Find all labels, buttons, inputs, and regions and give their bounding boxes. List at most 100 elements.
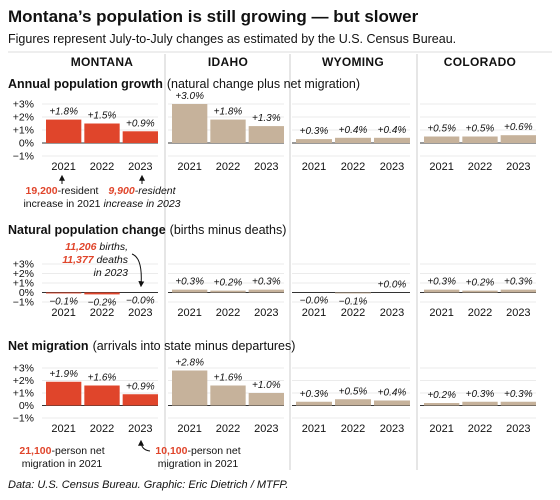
x-tick-label: 2021 xyxy=(177,161,201,173)
row-heading: Natural population change (births minus d… xyxy=(8,223,286,237)
x-tick-label: 2022 xyxy=(341,307,365,319)
value-label: −0.2% xyxy=(88,297,117,308)
column-header: COLORADO xyxy=(444,55,516,69)
value-label: +0.3% xyxy=(252,277,281,288)
annotation-span: 9,900 xyxy=(108,185,134,197)
chart-title: Montana’s population is still growing — … xyxy=(8,7,419,26)
annotation: migration in 2021 xyxy=(158,458,239,470)
value-label: +0.4% xyxy=(378,388,407,399)
x-tick-label: 2021 xyxy=(302,161,326,173)
row-heading-note: (births minus deaths) xyxy=(170,223,287,237)
x-tick-label: 2022 xyxy=(90,161,114,173)
y-tick-label: +3% xyxy=(13,99,34,111)
x-tick-label: 2023 xyxy=(380,423,404,435)
y-tick-label: 0% xyxy=(19,138,34,150)
column-header: MONTANA xyxy=(71,55,134,69)
bar xyxy=(335,399,371,406)
annotation: 11,206 births, xyxy=(65,241,128,253)
annotation-span: 11,206 xyxy=(65,241,96,253)
x-tick-label: 2022 xyxy=(468,307,492,319)
annotation: 19,200-resident xyxy=(26,185,99,197)
annotation-span: -resident xyxy=(135,185,177,197)
annotation-span: -person net xyxy=(188,445,241,457)
value-label: +1.6% xyxy=(214,373,243,384)
x-tick-label: 2023 xyxy=(254,161,278,173)
y-tick-label: 0% xyxy=(19,287,34,299)
annotation-span: increase in 2021 xyxy=(23,198,100,210)
bar xyxy=(248,289,284,293)
x-tick-label: 2021 xyxy=(429,161,453,173)
value-label: +0.0% xyxy=(378,280,407,291)
annotation-span: in 2023 xyxy=(94,267,129,279)
bar xyxy=(424,136,460,143)
bar xyxy=(462,401,498,406)
x-tick-label: 2023 xyxy=(254,423,278,435)
row-heading-title: Annual population growth xyxy=(8,77,163,91)
value-label: −0.1% xyxy=(339,296,368,307)
x-tick-label: 2022 xyxy=(468,423,492,435)
value-label: +0.4% xyxy=(378,125,407,136)
x-tick-label: 2022 xyxy=(90,423,114,435)
annotation: 11,377 deaths xyxy=(62,254,129,266)
x-tick-label: 2022 xyxy=(216,307,240,319)
bar xyxy=(122,394,158,406)
annotation-span: -person net xyxy=(52,445,105,457)
y-tick-label: −1% xyxy=(13,413,34,425)
x-tick-label: 2022 xyxy=(216,161,240,173)
bar xyxy=(462,290,498,293)
row-heading-note: (natural change plus net migration) xyxy=(167,77,360,91)
annotation-span: migration in 2021 xyxy=(22,458,103,470)
bar xyxy=(335,137,371,143)
column-header: IDAHO xyxy=(208,55,248,69)
y-tick-label: +2% xyxy=(13,112,34,124)
annotation-span: migration in 2021 xyxy=(158,458,239,470)
value-label: +0.3% xyxy=(504,389,533,400)
x-tick-label: 2021 xyxy=(302,307,326,319)
chart-subtitle: Figures represent July-to-July changes a… xyxy=(8,32,456,46)
x-tick-label: 2023 xyxy=(506,307,530,319)
bar xyxy=(210,385,246,406)
value-label: +1.0% xyxy=(252,380,281,391)
y-tick-label: 0% xyxy=(19,400,34,412)
value-label: +1.5% xyxy=(88,111,117,122)
bar xyxy=(500,401,536,406)
annotation-span: 11,377 xyxy=(62,254,94,266)
bar xyxy=(210,290,246,293)
annotation-span: 19,200 xyxy=(26,185,58,197)
value-label: +0.3% xyxy=(300,126,329,137)
value-label: +0.2% xyxy=(427,390,456,401)
value-label: +0.9% xyxy=(126,118,155,129)
bar xyxy=(374,400,410,406)
row-heading-title: Net migration xyxy=(8,339,89,353)
value-label: +3.0% xyxy=(175,91,204,102)
bar xyxy=(424,403,460,406)
annotation-span: births, xyxy=(96,241,128,253)
annotation-span: deaths xyxy=(94,254,129,266)
value-label: +1.3% xyxy=(252,113,281,124)
value-label: +0.3% xyxy=(427,277,456,288)
value-label: +0.5% xyxy=(466,124,495,135)
x-tick-label: 2021 xyxy=(177,307,201,319)
x-tick-label: 2023 xyxy=(506,161,530,173)
y-tick-label: +1% xyxy=(13,278,34,290)
x-tick-label: 2023 xyxy=(380,307,404,319)
value-label: +1.8% xyxy=(214,107,243,118)
annotation: increase in 2023 xyxy=(103,198,180,210)
bar xyxy=(84,292,120,295)
y-tick-label: +3% xyxy=(13,363,34,375)
x-tick-label: 2023 xyxy=(128,307,152,319)
value-label: +0.2% xyxy=(214,278,243,289)
x-tick-label: 2021 xyxy=(51,307,75,319)
bar xyxy=(172,104,208,143)
row-heading: Annual population growth (natural change … xyxy=(8,77,360,91)
bar xyxy=(500,289,536,293)
value-label: +0.3% xyxy=(504,277,533,288)
source-note: Data: U.S. Census Bureau. Graphic: Eric … xyxy=(8,479,288,491)
row-heading-title: Natural population change xyxy=(8,223,166,237)
annotation-span: 10,100 xyxy=(155,445,187,457)
bar xyxy=(210,119,246,143)
value-label: +0.5% xyxy=(339,386,368,397)
y-tick-label: −1% xyxy=(13,151,34,163)
value-label: +0.9% xyxy=(126,381,155,392)
bar xyxy=(462,136,498,143)
